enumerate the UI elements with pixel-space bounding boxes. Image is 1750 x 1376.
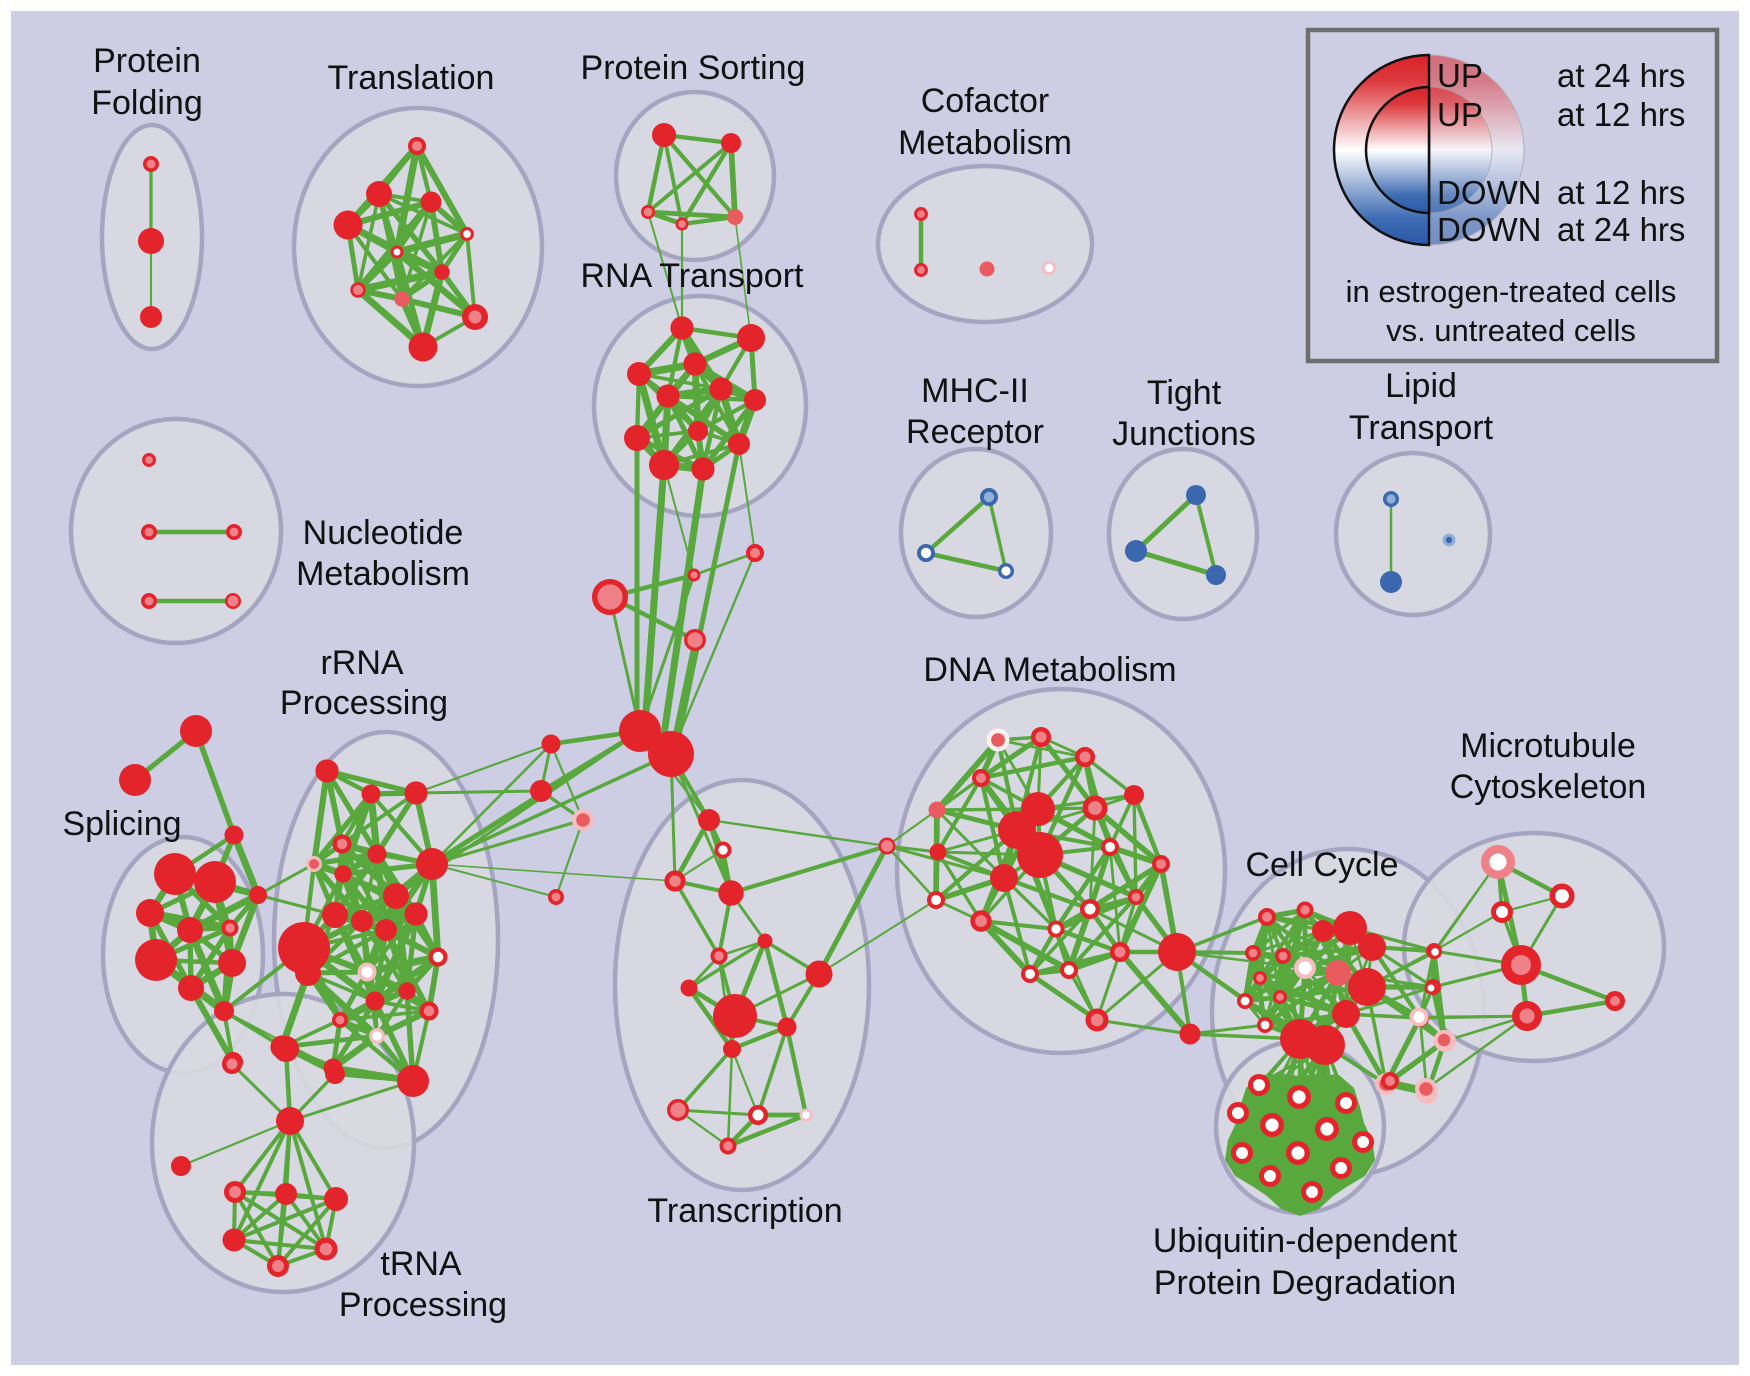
svg-text:Folding: Folding [91,84,203,122]
svg-text:at 12 hrs: at 12 hrs [1557,96,1685,133]
svg-text:tRNA: tRNA [380,1245,462,1283]
svg-text:UP: UP [1437,57,1483,94]
svg-text:Protein Degradation: Protein Degradation [1154,1264,1456,1302]
svg-text:in estrogen-treated cells: in estrogen-treated cells [1346,274,1677,309]
svg-text:MHC-II: MHC-II [921,372,1029,410]
svg-text:at 12 hrs: at 12 hrs [1557,174,1685,211]
svg-text:Translation: Translation [328,59,495,97]
svg-text:Transcription: Transcription [647,1192,842,1230]
svg-text:Processing: Processing [280,684,448,722]
svg-text:at 24 hrs: at 24 hrs [1557,211,1685,248]
svg-text:Tight: Tight [1147,374,1222,412]
svg-text:Cell Cycle: Cell Cycle [1245,846,1398,884]
svg-text:Cofactor: Cofactor [921,82,1050,120]
svg-text:Protein: Protein [93,42,201,80]
svg-text:UP: UP [1437,96,1483,133]
svg-text:Ubiquitin-dependent: Ubiquitin-dependent [1153,1222,1458,1260]
svg-text:Microtubule: Microtubule [1460,727,1636,765]
svg-text:Metabolism: Metabolism [898,124,1072,162]
svg-text:Processing: Processing [339,1286,507,1324]
svg-text:Lipid: Lipid [1385,367,1457,405]
svg-text:Cytoskeleton: Cytoskeleton [1450,768,1647,806]
svg-text:DNA Metabolism: DNA Metabolism [923,651,1176,689]
svg-text:Protein Sorting: Protein Sorting [581,49,806,87]
svg-text:DOWN: DOWN [1437,174,1541,211]
svg-text:Junctions: Junctions [1112,415,1256,453]
svg-text:RNA Transport: RNA Transport [581,257,805,295]
svg-text:DOWN: DOWN [1437,211,1541,248]
svg-text:rRNA: rRNA [320,644,403,682]
svg-text:Nucleotide: Nucleotide [303,514,464,552]
svg-text:Splicing: Splicing [62,805,181,843]
svg-text:Receptor: Receptor [906,413,1044,451]
svg-text:vs. untreated cells: vs. untreated cells [1386,313,1636,348]
svg-text:at 24 hrs: at 24 hrs [1557,57,1685,94]
svg-text:Transport: Transport [1349,409,1494,447]
svg-text:Metabolism: Metabolism [296,555,470,593]
